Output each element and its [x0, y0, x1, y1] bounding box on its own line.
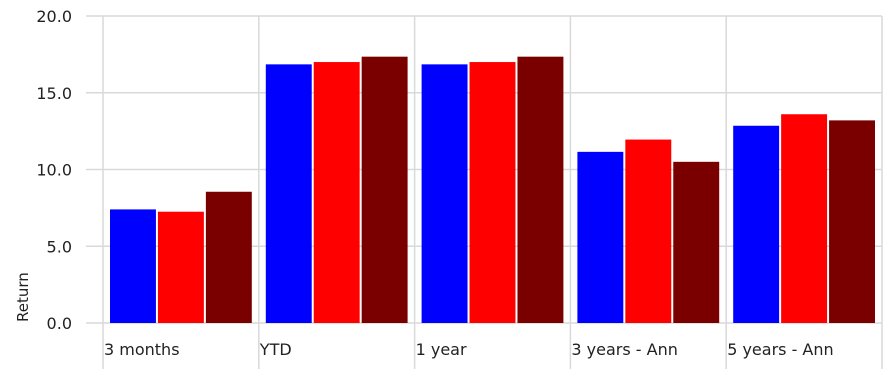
y-tick-label: 15.0 [36, 84, 72, 103]
bar [673, 161, 720, 323]
x-tick-label: 3 months [104, 340, 180, 359]
y-axis-label: Return [14, 272, 32, 322]
bar [625, 139, 672, 323]
y-tick-label: 20.0 [36, 7, 72, 26]
y-axis-ticks: 0.0 5.0 10.0 15.0 20.0 [36, 7, 72, 333]
y-tick-label: 5.0 [47, 237, 72, 256]
bar [577, 151, 624, 323]
x-tick-label: YTD [259, 340, 292, 359]
bar [157, 211, 204, 323]
bar [361, 56, 408, 324]
y-tick-label: 0.0 [47, 314, 72, 333]
y-tick-label: 10.0 [36, 161, 72, 180]
bar [469, 62, 516, 324]
bar [733, 125, 780, 323]
bar [421, 64, 468, 323]
bar [110, 209, 156, 323]
x-tick-label: 1 year [416, 340, 467, 359]
x-tick-label: 5 years - Ann [727, 340, 833, 359]
bar [517, 56, 564, 324]
bar [313, 62, 360, 324]
bars [110, 56, 875, 324]
x-tick-label: 3 years - Ann [571, 340, 677, 359]
bar [781, 114, 828, 324]
bar [265, 64, 312, 323]
x-axis-ticks: 3 months YTD 1 year 3 years - Ann 5 years - … [104, 340, 834, 359]
bar [205, 191, 252, 323]
bar [829, 120, 875, 323]
